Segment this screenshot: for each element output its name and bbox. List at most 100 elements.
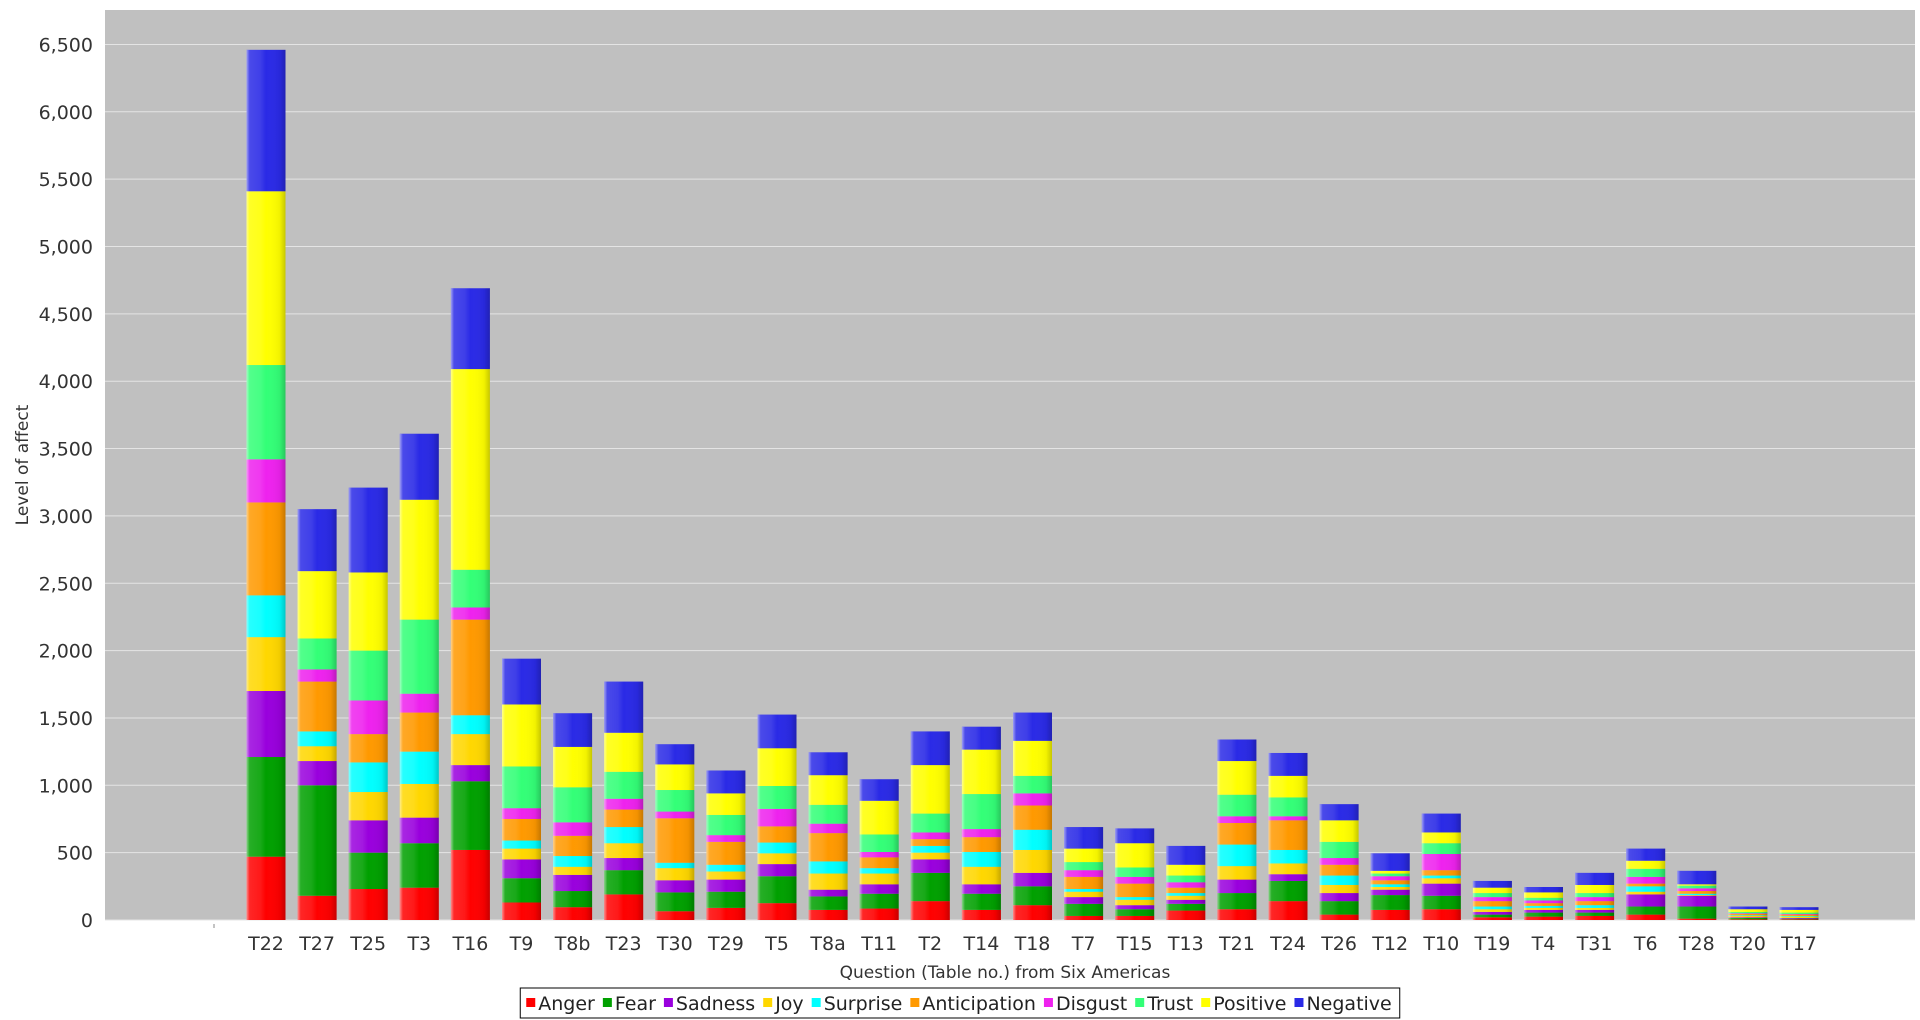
bar-stack-t30 (655, 744, 695, 920)
legend-swatch (526, 998, 536, 1007)
bar-stack-t9 (502, 658, 541, 920)
bar-stack-t19 (1472, 880, 1512, 920)
bar-shine-overlay (1166, 845, 1206, 920)
legend-swatch (1043, 998, 1053, 1007)
x-tick-label: T24 (1269, 933, 1306, 955)
bar-shine-overlay (1575, 872, 1615, 920)
bar-stack-t24 (1268, 752, 1308, 920)
x-tick-label: T22 (247, 933, 284, 955)
legend-label: Sadness (676, 993, 755, 1015)
legend-item-surprise: Surprise (811, 993, 903, 1015)
bar-stack-t6 (1626, 848, 1666, 920)
legend-label: Fear (615, 993, 656, 1015)
legend-swatch (910, 998, 920, 1007)
bar-shine-overlay (1319, 804, 1359, 920)
legend-swatch (1294, 998, 1304, 1007)
bar-shine-overlay (655, 744, 695, 920)
bar-stack-t21 (1217, 739, 1257, 920)
x-tick-label: T30 (656, 933, 693, 955)
legend-item-sadness: Sadness (663, 993, 755, 1015)
legend-item-trust: Trust (1135, 993, 1193, 1015)
x-tick-label: T18 (1014, 933, 1051, 955)
legend-label: Positive (1213, 993, 1286, 1015)
bar-shine-overlay (706, 770, 746, 920)
y-tick-label: 3,500 (39, 439, 93, 461)
x-tick-label: T19 (1474, 933, 1511, 955)
y-tick-label: 1,000 (39, 775, 93, 797)
legend-swatch (763, 998, 773, 1007)
bar-stack-t7 (1064, 827, 1104, 920)
y-tick-label: 2,500 (39, 573, 93, 595)
bar-shine-overlay (1421, 813, 1461, 920)
bar-shine-overlay (297, 509, 337, 920)
bar-stack-t23 (604, 681, 644, 920)
legend-label: Negative (1306, 993, 1391, 1015)
x-tick-label: T26 (1320, 933, 1357, 955)
y-tick-label: 6,000 (39, 102, 93, 124)
x-tick-label: T9 (509, 933, 534, 955)
x-tick-label: T2 (917, 933, 942, 955)
x-tick-label: T13 (1167, 933, 1204, 955)
legend-label: Surprise (824, 993, 903, 1015)
legend-swatch (811, 998, 821, 1007)
bar-shine-overlay (1524, 886, 1563, 920)
legend-item-anticipation: Anticipation (910, 993, 1036, 1015)
bar-stack-t27 (297, 509, 337, 920)
legend-item-negative: Negative (1294, 993, 1392, 1015)
legend-item-joy: Joy (763, 993, 804, 1015)
bar-stack-t22 (246, 49, 286, 920)
bar-stack-t8a (808, 752, 848, 920)
y-axis-title: Level of affect (13, 404, 33, 525)
bar-shine-overlay (1779, 907, 1819, 920)
bar-shine-overlay (1013, 712, 1052, 920)
bar-shine-overlay (604, 681, 644, 920)
bar-shine-overlay (910, 731, 950, 920)
x-tick-label: T25 (349, 933, 386, 955)
bar-shine-overlay (348, 487, 388, 920)
legend-swatch (602, 998, 612, 1007)
legend-label: Disgust (1056, 993, 1127, 1015)
legend-label: Anger (538, 993, 595, 1015)
bars (246, 49, 1819, 921)
y-tick-label: 500 (57, 843, 93, 865)
x-tick-label: T31 (1576, 933, 1613, 955)
x-tick-label: T29 (707, 933, 744, 955)
bar-shine-overlay (1370, 853, 1410, 920)
bar-stack-t12 (1370, 853, 1410, 920)
bar-shine-overlay (1677, 870, 1717, 920)
y-tick-label: 2,000 (39, 641, 93, 663)
bar-stack-t5 (757, 714, 797, 920)
x-tick-label: T15 (1116, 933, 1153, 955)
bar-shine-overlay (961, 726, 1001, 920)
x-axis-ticks: T22 T27 T25 T3 T16 T9 T8b T23 T30 T29 T5 T8a T11 T2 T1… (213, 924, 1817, 955)
bar-shine-overlay (399, 433, 439, 920)
bar-stack-t17 (1779, 907, 1819, 920)
y-tick-label: 1,500 (39, 708, 93, 730)
legend-item-positive: Positive (1201, 993, 1286, 1015)
x-tick-label: T7 (1071, 933, 1096, 955)
bar-stack-t25 (348, 487, 388, 920)
legend-swatch (663, 998, 673, 1007)
legend-label: Trust (1146, 993, 1193, 1015)
bar-stack-t16 (450, 288, 490, 921)
bar-stack-t28 (1677, 870, 1717, 920)
legend-item-fear: Fear (602, 993, 656, 1015)
legend-item-disgust: Disgust (1043, 993, 1127, 1015)
bar-shine-overlay (502, 658, 541, 920)
legend-label: Anticipation (922, 993, 1036, 1015)
y-tick-label: 3,000 (39, 506, 93, 528)
x-tick-label: T16 (452, 933, 489, 955)
bar-shine-overlay (1268, 752, 1308, 920)
x-tick-label: T14 (963, 933, 1000, 955)
bar-stack-t31 (1575, 872, 1615, 920)
y-tick-label: 5,000 (39, 237, 93, 259)
bar-stack-t2 (910, 731, 950, 920)
legend-label: Joy (774, 993, 803, 1015)
bar-shine-overlay (1472, 880, 1512, 920)
y-tick-label: 5,500 (39, 169, 93, 191)
x-tick-label: T20 (1729, 933, 1766, 955)
y-axis-ticks: 0 500 1,000 1,500 2,000 2,500 3,000 3,500 4,000 4… (39, 34, 93, 932)
x-tick-label: T23 (605, 933, 642, 955)
bar-stack-t18 (1013, 712, 1052, 920)
bar-shine-overlay (1064, 827, 1104, 920)
